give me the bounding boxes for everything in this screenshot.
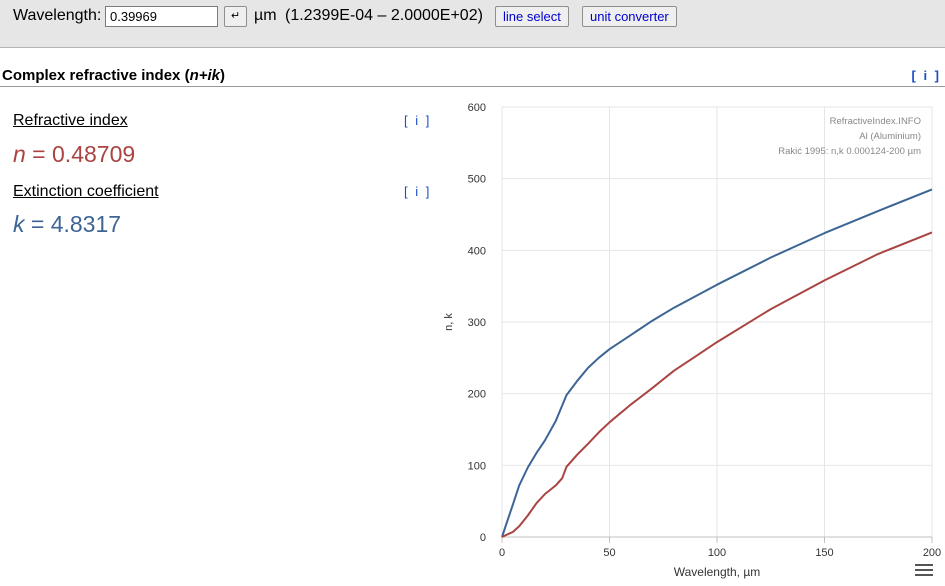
y-tick-label: 600: [468, 102, 486, 114]
y-tick-label: 0: [480, 532, 486, 544]
line-select-button[interactable]: line select: [495, 6, 569, 27]
y-tick-label: 400: [468, 245, 486, 257]
refractive-index-info-link[interactable]: [ i ]: [404, 113, 432, 128]
x-tick-label: 200: [923, 547, 941, 559]
chart-credit-line: RefractiveIndex.INFO: [830, 116, 921, 127]
x-tick-label: 100: [708, 547, 726, 559]
wavelength-input[interactable]: [105, 6, 218, 27]
x-tick-label: 50: [603, 547, 615, 559]
series-line-n: [501, 231, 933, 538]
section-info-link[interactable]: [ i ]: [911, 68, 941, 83]
enter-button[interactable]: ↵: [224, 6, 247, 27]
enter-icon: ↵: [230, 10, 241, 22]
y-tick-label: 300: [468, 317, 486, 329]
wavelength-label: Wavelength:: [13, 7, 102, 24]
nk-chart: 0 100 200 300 400 500 600 0 50 100 150 200 Wavelengt…: [443, 102, 941, 579]
section-divider: [0, 86, 945, 87]
y-tick-label: 500: [468, 174, 486, 186]
wavelength-range: (1.2399E-04 – 2.0000E+02): [285, 7, 483, 24]
y-tick-label: 100: [468, 460, 486, 472]
extinction-coefficient-info-link[interactable]: [ i ]: [404, 184, 432, 199]
extinction-coefficient-value: k = 4.8317: [13, 211, 122, 237]
chart-menu-icon[interactable]: [915, 564, 933, 578]
series-line-k: [501, 188, 933, 538]
extinction-coefficient-heading[interactable]: Extinction coefficient: [13, 183, 159, 200]
section-title: Complex refractive index (n+ik): [2, 67, 226, 84]
y-tick-label: 200: [468, 389, 486, 401]
refractive-index-heading[interactable]: Refractive index: [13, 112, 128, 129]
x-tick-label: 150: [815, 547, 833, 559]
chart-credit-line: Rakić 1995: n,k 0.000124-200 µm: [778, 146, 921, 157]
wavelength-unit: µm: [254, 7, 277, 24]
wavelength-toolbar: Wavelength: ↵ µm (1.2399E-04 – 2.0000E+0…: [0, 0, 945, 48]
unit-converter-button[interactable]: unit converter: [582, 6, 677, 27]
x-tick-label: 0: [499, 547, 505, 559]
refractive-index-value: n = 0.48709: [13, 141, 136, 167]
chart-credit-line: Al (Aluminium): [859, 131, 921, 142]
x-axis-label: Wavelength, µm: [674, 565, 761, 579]
y-axis-label: n, k: [443, 313, 455, 331]
